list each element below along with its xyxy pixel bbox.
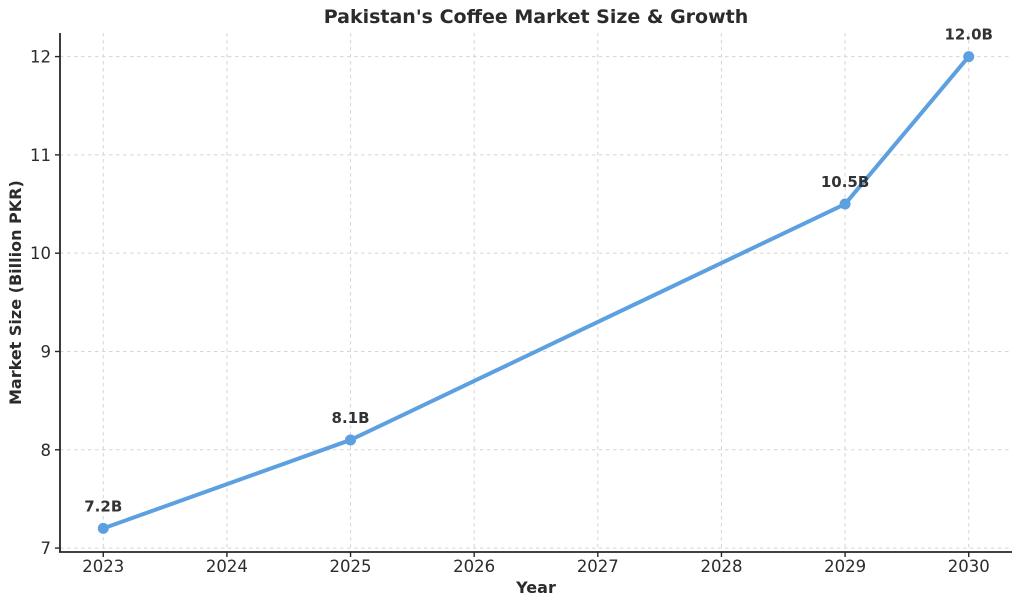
x-tick-label: 2025: [330, 557, 372, 576]
data-point-marker-2030: [963, 51, 975, 63]
x-tick-label: 2029: [824, 557, 866, 576]
market-size-line: [101, 54, 971, 531]
data-point-marker-2029: [839, 198, 851, 210]
y-tick-label: 8: [41, 441, 52, 460]
data-point-label-2030: 12.0B: [945, 26, 993, 44]
data-point-label-2029: 10.5B: [821, 173, 869, 191]
chart-title: Pakistan's Coffee Market Size & Growth: [323, 6, 749, 28]
x-tick-label: 2023: [82, 557, 124, 576]
y-tick-label: 12: [30, 48, 51, 67]
x-tick-label: 2024: [206, 557, 248, 576]
data-point-marker-2023: [97, 522, 109, 534]
y-tick-label: 11: [30, 146, 51, 165]
data-point-label-2023: 7.2B: [84, 497, 122, 515]
y-tick-label: 7: [41, 539, 52, 558]
x-tick-label: 2027: [577, 557, 619, 576]
x-tick-label: 2030: [948, 557, 990, 576]
y-tick-label: 10: [30, 244, 51, 263]
x-tick-label: 2028: [700, 557, 742, 576]
y-tick-label: 9: [41, 342, 52, 361]
data-point-label-2025: 8.1B: [332, 409, 370, 427]
x-tick-label: 2026: [453, 557, 495, 576]
data-point-marker-2025: [345, 434, 357, 446]
x-axis-title: Year: [516, 578, 556, 597]
